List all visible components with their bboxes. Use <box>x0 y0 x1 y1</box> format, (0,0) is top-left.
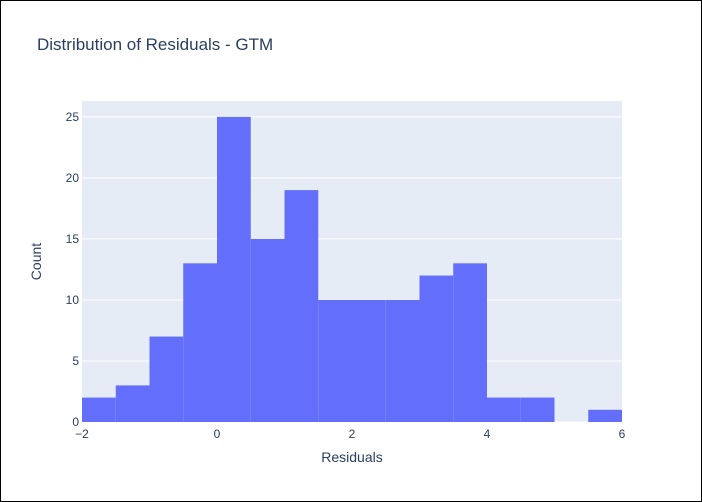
y-tick-label: 20 <box>66 171 80 185</box>
y-axis-ticks: 0 5 10 15 20 25 <box>66 110 80 429</box>
histogram-bar <box>385 299 420 422</box>
histogram-bar <box>82 397 116 422</box>
histogram-bar <box>588 409 622 422</box>
chart-title: Distribution of Residuals - GTM <box>37 35 274 54</box>
y-tick-label: 5 <box>72 354 79 368</box>
x-axis-ticks: −2 0 2 4 6 <box>75 427 626 441</box>
histogram-bar <box>419 275 454 422</box>
x-tick-label: 6 <box>619 427 626 441</box>
histogram-bar <box>115 385 150 422</box>
histogram-bar <box>453 263 487 422</box>
x-tick-label: 4 <box>484 427 491 441</box>
x-tick-label: 2 <box>349 427 356 441</box>
histogram-bar <box>183 263 217 422</box>
histogram-bar <box>149 336 184 422</box>
histogram-bar <box>250 238 285 422</box>
x-axis-label: Residuals <box>321 449 382 465</box>
bars <box>82 116 622 423</box>
y-tick-label: 0 <box>72 415 79 429</box>
histogram-bar <box>217 116 251 423</box>
x-tick-label: −2 <box>75 427 89 441</box>
y-tick-label: 10 <box>66 293 80 307</box>
y-tick-label: 15 <box>66 232 80 246</box>
histogram-bar <box>352 299 386 422</box>
histogram-bar <box>487 397 521 422</box>
histogram-bar <box>318 299 352 422</box>
histogram-bar <box>284 190 319 422</box>
y-axis-label: Count <box>28 243 44 280</box>
y-tick-label: 25 <box>66 110 80 124</box>
x-tick-label: 0 <box>214 427 221 441</box>
histogram-bar <box>520 397 555 422</box>
